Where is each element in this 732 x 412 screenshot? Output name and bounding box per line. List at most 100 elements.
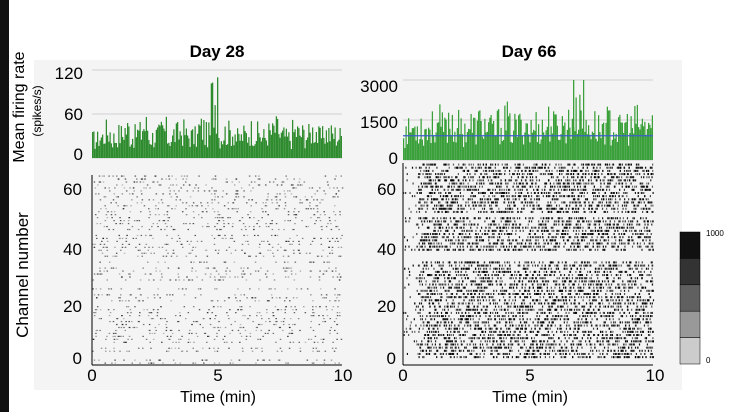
rate-bar	[528, 134, 530, 160]
spike-mark	[596, 327, 599, 330]
rate-bar	[232, 136, 234, 158]
spike-mark	[237, 276, 239, 278]
spike-mark	[202, 347, 204, 349]
spike-mark	[481, 296, 483, 299]
rate-bar	[180, 135, 182, 158]
spike-mark	[509, 324, 511, 327]
spike-mark	[276, 350, 279, 352]
rate-bar	[162, 125, 164, 158]
spike-mark	[186, 190, 189, 192]
spike-mark	[492, 302, 495, 305]
spike-mark	[529, 305, 532, 308]
spike-mark	[639, 274, 641, 277]
spike-mark	[430, 349, 432, 352]
spike-mark	[493, 289, 495, 292]
spike-mark	[289, 300, 291, 302]
rate-bar	[581, 128, 583, 160]
spike-mark	[96, 217, 99, 219]
spike-mark	[257, 234, 259, 237]
spike-mark	[533, 340, 535, 343]
spike-mark	[116, 338, 119, 340]
spike-mark	[517, 311, 519, 314]
spike-mark	[266, 312, 268, 314]
spike-mark	[536, 311, 538, 314]
raster-ytick-0-left: 0	[72, 349, 82, 368]
spike-mark	[406, 277, 408, 280]
spike-mark	[634, 283, 636, 286]
spike-mark	[537, 321, 540, 324]
rate-bar	[571, 118, 573, 160]
spike-mark	[238, 359, 241, 361]
spike-mark	[600, 267, 603, 270]
spike-mark	[125, 320, 127, 323]
spike-mark	[554, 324, 556, 327]
spike-mark	[496, 349, 498, 352]
rate-bar	[295, 136, 297, 158]
spike-mark	[331, 237, 334, 240]
spike-mark	[537, 324, 539, 327]
spike-mark	[587, 334, 589, 337]
spike-mark	[434, 270, 437, 273]
spike-mark	[433, 305, 436, 308]
spike-mark	[618, 299, 620, 302]
spike-mark	[562, 305, 564, 308]
spike-mark	[580, 324, 583, 327]
spike-mark	[492, 337, 494, 340]
spike-mark	[253, 217, 255, 219]
spike-mark	[569, 352, 571, 355]
rate-bar	[583, 80, 585, 160]
spike-mark	[328, 267, 330, 269]
spike-mark	[105, 350, 107, 352]
rate-bar	[190, 130, 192, 158]
spike-mark	[582, 311, 584, 314]
spike-mark	[119, 220, 122, 222]
spike-mark	[224, 276, 226, 278]
spike-mark	[312, 312, 314, 314]
spike-mark	[572, 340, 574, 343]
spike-mark	[235, 193, 238, 195]
spike-mark	[580, 267, 582, 270]
spike-mark	[258, 175, 260, 177]
spike-mark	[538, 318, 540, 321]
spike-mark	[502, 330, 505, 333]
spike-mark	[628, 299, 630, 302]
spike-mark	[337, 190, 340, 192]
spike-mark	[437, 349, 439, 352]
rate-bar	[318, 126, 320, 158]
spike-mark	[287, 214, 290, 216]
spike-mark	[117, 196, 119, 198]
rate-bar	[450, 135, 452, 160]
spike-mark	[268, 329, 270, 332]
spike-mark	[439, 292, 441, 295]
spike-mark	[651, 330, 654, 333]
spike-mark	[579, 286, 581, 289]
spike-mark	[578, 280, 581, 283]
rate-bar	[428, 127, 430, 160]
spike-mark	[510, 274, 512, 277]
spike-mark	[650, 321, 652, 324]
spike-mark	[124, 246, 127, 248]
spike-mark	[551, 305, 554, 308]
spike-mark	[545, 343, 547, 346]
spike-mark	[434, 286, 436, 289]
spike-mark	[589, 315, 592, 318]
spike-mark	[506, 321, 508, 324]
rate-bar	[330, 125, 332, 158]
spike-mark	[296, 297, 298, 299]
spike-mark	[431, 292, 433, 295]
spike-mark	[484, 311, 487, 314]
spike-mark	[321, 225, 323, 228]
spike-mark	[309, 205, 311, 207]
spike-mark	[610, 321, 612, 324]
spike-mark	[556, 283, 558, 286]
spike-mark	[434, 324, 437, 327]
spike-mark	[321, 297, 324, 299]
spike-mark	[632, 330, 634, 333]
spike-mark	[299, 199, 302, 201]
spike-mark	[607, 311, 609, 314]
spike-mark	[509, 334, 511, 337]
spike-mark	[574, 324, 577, 327]
spike-mark	[537, 346, 539, 349]
spike-mark	[481, 289, 483, 292]
spike-mark	[282, 329, 284, 332]
